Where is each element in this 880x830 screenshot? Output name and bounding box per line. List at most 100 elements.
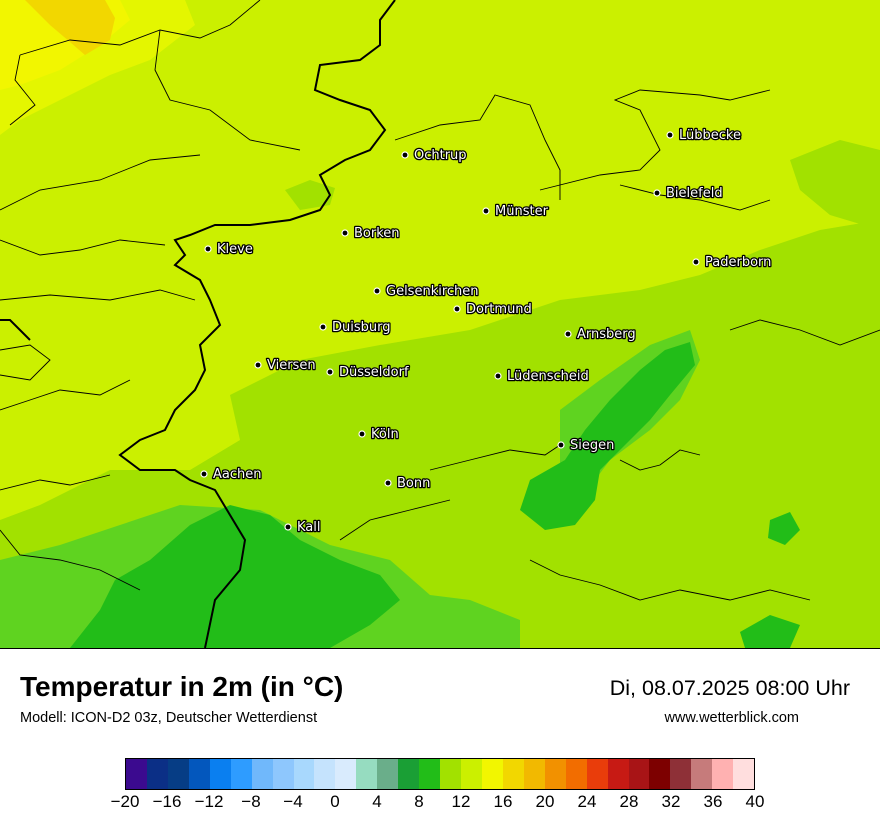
green-patch-east	[768, 512, 800, 545]
legend-tick-label: 32	[661, 792, 681, 811]
legend-tick-label: 8	[414, 792, 424, 811]
city-label: Düsseldorf	[339, 365, 409, 380]
legend-swatch	[230, 759, 252, 789]
legend-swatch	[565, 759, 587, 789]
city-marker-dot	[201, 471, 207, 477]
legend-swatch	[628, 759, 650, 789]
district-boundaries	[0, 0, 880, 601]
city-marker-dot	[374, 288, 380, 294]
city-markers: Lübbecke Ochtrup Bielefeld Münster Borken Kle…	[200, 127, 773, 536]
city-siegen: Siegen	[557, 437, 616, 454]
city-label: Kall	[297, 520, 321, 535]
legend-tick-label: 12	[451, 792, 471, 811]
legend-swatch	[146, 759, 168, 789]
city-marker-dot	[342, 230, 348, 236]
city-label: Ochtrup	[414, 148, 467, 163]
city-gelsenkirchen: Gelsenkirchen	[373, 283, 480, 300]
legend-swatch	[691, 759, 713, 789]
city-borken: Borken	[341, 225, 401, 242]
map-canvas: Lübbecke Ochtrup Bielefeld Münster Borken Kle…	[0, 0, 880, 648]
legend-swatch	[398, 759, 420, 789]
city-label: Münster	[495, 204, 549, 219]
legend-swatch	[126, 759, 147, 789]
temperature-map: Lübbecke Ochtrup Bielefeld Münster Borken Kle…	[0, 0, 880, 649]
city-aachen: Aachen	[200, 466, 263, 483]
city-label: Dortmund	[466, 302, 532, 317]
city-muenster: Münster	[482, 203, 550, 220]
city-marker-dot	[385, 480, 391, 486]
legend-tick-label: 24	[577, 792, 597, 811]
city-label: Köln	[371, 427, 399, 442]
legend-swatch	[523, 759, 545, 789]
green-patch-southeast	[740, 615, 800, 648]
legend-swatch	[272, 759, 294, 789]
city-arnsberg: Arnsberg	[564, 326, 637, 343]
green-area-rothaargebirge	[520, 342, 695, 530]
legend-tick-label: −12	[194, 792, 224, 811]
city-label: Borken	[354, 226, 400, 241]
city-dortmund: Dortmund	[453, 301, 533, 318]
city-duesseldorf: Düsseldorf	[326, 364, 410, 381]
city-marker-dot	[558, 442, 564, 448]
model-info: Modell: ICON-D2 03z, Deutscher Wetterdie…	[20, 710, 318, 726]
legend-tick-label: −4	[283, 792, 303, 811]
city-marker-dot	[205, 246, 211, 252]
city-marker-dot	[454, 306, 460, 312]
city-paderborn: Paderborn	[692, 254, 773, 271]
city-marker-dot	[285, 524, 291, 530]
city-marker-dot	[654, 190, 660, 196]
source-link[interactable]: www.wetterblick.com	[664, 710, 799, 726]
legend-swatch	[586, 759, 608, 789]
city-label: Bonn	[397, 476, 430, 491]
legend-tick-label: 4	[372, 792, 382, 811]
national-border	[0, 0, 396, 648]
legend-swatch	[335, 759, 357, 789]
legend-swatch	[209, 759, 231, 789]
legend-swatch	[481, 759, 503, 789]
map-title: Temperatur in 2m (in °C)	[20, 671, 344, 702]
city-marker-dot	[667, 132, 673, 138]
legend-swatch	[544, 759, 566, 789]
legend-swatch	[607, 759, 629, 789]
legend-tick-label: −8	[241, 792, 261, 811]
legend-swatch	[502, 759, 524, 789]
city-bielefeld: Bielefeld	[653, 185, 724, 202]
city-label: Paderborn	[705, 255, 771, 270]
legend-tick-label: −20	[110, 792, 140, 811]
city-label: Arnsberg	[577, 327, 636, 342]
light-green-patch-east	[790, 140, 880, 230]
city-viersen: Viersen	[254, 357, 317, 374]
city-marker-dot	[359, 431, 365, 437]
legend-swatch	[356, 759, 378, 789]
city-label: Aachen	[213, 467, 261, 482]
city-marker-dot	[327, 369, 333, 375]
legend-swatch	[293, 759, 315, 789]
gold-area-northwest	[25, 0, 115, 55]
city-label: Duisburg	[332, 320, 391, 335]
legend-swatch	[712, 759, 734, 789]
city-marker-dot	[483, 208, 489, 214]
city-luedenscheid: Lüdenscheid	[494, 368, 590, 385]
city-label: Lübbecke	[679, 128, 741, 143]
legend-swatch	[167, 759, 189, 789]
city-ochtrup: Ochtrup	[401, 147, 468, 164]
legend-swatch	[670, 759, 692, 789]
city-label: Gelsenkirchen	[386, 284, 479, 299]
legend-swatch	[377, 759, 399, 789]
light-green-patch-north	[285, 180, 335, 210]
legend-tick-label: 36	[703, 792, 723, 811]
city-kall: Kall	[284, 519, 322, 536]
city-marker-dot	[402, 152, 408, 158]
city-luebbecke: Lübbecke	[666, 127, 742, 144]
city-label: Bielefeld	[666, 186, 723, 201]
city-marker-dot	[565, 331, 571, 337]
legend-swatch	[251, 759, 273, 789]
legend-tick-label: 0	[330, 792, 340, 811]
city-marker-dot	[495, 373, 501, 379]
legend-swatch	[419, 759, 441, 789]
city-label: Kleve	[217, 242, 253, 257]
legend-swatch	[733, 759, 755, 789]
legend-tick-label: −16	[152, 792, 182, 811]
legend-swatch	[461, 759, 482, 789]
city-kleve: Kleve	[204, 241, 254, 258]
